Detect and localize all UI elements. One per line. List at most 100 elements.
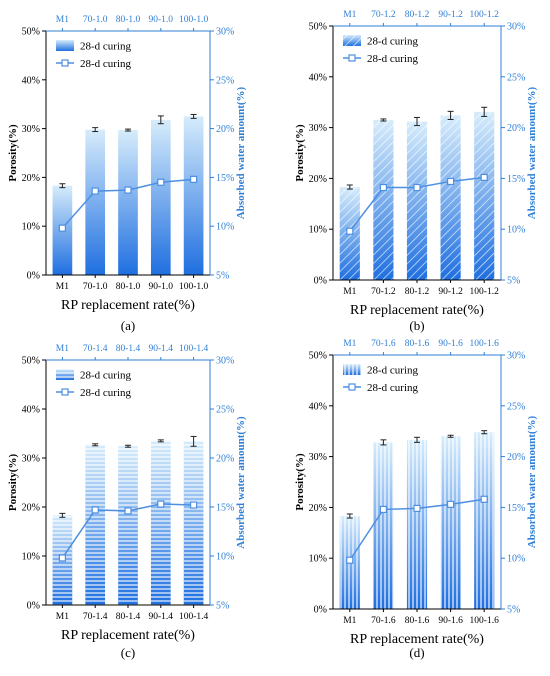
error-bar: [59, 183, 66, 189]
line-point: [124, 507, 132, 515]
right-tick-label: 5%: [507, 605, 520, 616]
error-bar: [380, 118, 387, 122]
chart-panel-a: 0% 10% 20% 30% 40% 50% 5% 10% 15% 20% 25% 30% M1 70-1…: [7, 15, 247, 333]
legend: 28-d curing 28-d curing: [343, 364, 419, 394]
left-tick-label: 40%: [22, 405, 40, 416]
category-label: 100-1.2: [470, 287, 500, 297]
error-bar: [447, 434, 454, 438]
left-tick-label: 10%: [22, 222, 40, 233]
line-point: [447, 177, 455, 186]
line-point: [480, 173, 488, 181]
legend-line-label: 28-d curing: [80, 387, 132, 399]
y-axis-title: Porosity(%): [294, 124, 306, 182]
right-tick-label: 20%: [216, 454, 234, 465]
x-axis-title: RP replacement rate(%): [61, 298, 195, 313]
right-tick-label: 15%: [507, 503, 525, 514]
left-tick-label: 20%: [309, 174, 327, 185]
category-label: 80-1.6: [405, 616, 430, 626]
bar-pattern: [474, 432, 495, 609]
bar-pattern: [150, 440, 171, 605]
right-tick-label: 10%: [507, 554, 525, 565]
line-point: [91, 187, 99, 195]
bar-pattern: [85, 444, 106, 605]
panel-label: (d): [409, 645, 424, 660]
right-tick-label: 30%: [216, 356, 234, 367]
error-bar: [380, 439, 387, 446]
category-label: 70-1.2: [371, 287, 396, 297]
error-bar: [190, 435, 197, 447]
left-tick-label: 30%: [309, 123, 327, 134]
chart-panel-c: 0% 10% 20% 30% 40% 50% 5% 10% 15% 20% 25% 30% M1 70-1…: [7, 344, 247, 660]
line-point: [379, 505, 387, 514]
line-point: [190, 501, 198, 509]
category-label: 70-1.4: [83, 612, 108, 622]
error-bar: [59, 512, 66, 518]
right-tick-label: 20%: [216, 124, 234, 135]
chart-panel-d: 0% 10% 20% 30% 40% 50% 5% 10% 15% 20% 25% 30% M1 70-1…: [294, 339, 538, 660]
line-point: [91, 506, 99, 514]
left-tick-label: 40%: [309, 72, 327, 83]
error-bar: [481, 430, 488, 435]
category-label: 100-1.6: [470, 616, 500, 626]
error-bar: [414, 436, 420, 443]
top-category-label: 70-1.0: [83, 15, 108, 25]
error-bar: [414, 116, 420, 127]
top-category-label: M1: [343, 10, 356, 20]
bar-pattern: [118, 446, 138, 605]
legend-bar-label: 28-d curing: [367, 365, 419, 377]
line-point: [157, 178, 165, 186]
error-bar: [157, 439, 164, 443]
legend-line-marker: [61, 388, 69, 396]
top-category-label: 90-1.2: [438, 10, 463, 20]
category-label: M1: [343, 287, 356, 297]
line-point: [379, 183, 387, 192]
left-tick-label: 40%: [309, 401, 327, 412]
chart-panel-b: 0% 10% 20% 30% 40% 50% 5% 10% 15% 20% 25% 30% M1 70-1…: [294, 10, 538, 333]
top-category-label: 80-1.6: [405, 339, 430, 349]
legend-bar-label: 28-d curing: [367, 36, 419, 48]
left-tick-label: 40%: [22, 75, 40, 86]
right-tick-label: 30%: [507, 22, 525, 33]
x-axis-title: RP replacement rate(%): [61, 628, 195, 643]
legend-line-label: 28-d curing: [80, 58, 132, 70]
right-tick-label: 25%: [216, 405, 234, 416]
line-point: [346, 556, 354, 564]
y2-axis-title: Absorbed water amount(%): [526, 86, 538, 219]
y-axis-title: Porosity(%): [7, 454, 19, 512]
panel-label: (a): [121, 318, 135, 333]
line-point: [413, 183, 421, 192]
category-label: 70-1.0: [83, 282, 108, 292]
error-bar: [190, 113, 197, 119]
error-bar: [346, 184, 353, 190]
category-label: 90-1.2: [438, 287, 463, 297]
top-category-label: 90-1.4: [149, 344, 174, 354]
category-label: M1: [56, 282, 69, 292]
top-category-label: 70-1.2: [371, 10, 396, 20]
bar-pattern: [474, 111, 495, 281]
left-tick-label: 50%: [22, 27, 40, 38]
error-bar: [157, 115, 164, 125]
line-point: [413, 504, 421, 513]
y2-axis-title: Absorbed water amount(%): [235, 416, 247, 549]
line-point: [124, 186, 132, 194]
top-category-label: 90-1.0: [149, 15, 174, 25]
right-tick-label: 10%: [507, 225, 525, 236]
bar: [183, 116, 204, 276]
top-category-label: 70-1.6: [371, 339, 396, 349]
top-category-label: 70-1.4: [83, 344, 108, 354]
right-tick-label: 15%: [216, 503, 234, 514]
error-bar: [92, 443, 99, 447]
top-category-label: M1: [56, 15, 69, 25]
bar: [85, 129, 106, 275]
top-category-label: M1: [343, 339, 356, 349]
panel-label: (c): [121, 645, 135, 660]
bar-pattern: [406, 121, 428, 280]
top-category-label: 100-1.6: [470, 339, 500, 349]
category-label: 80-1.0: [116, 282, 141, 292]
bar-pattern: [406, 439, 428, 609]
legend-line-marker: [348, 54, 356, 62]
top-category-label: 90-1.6: [438, 339, 463, 349]
left-tick-label: 50%: [309, 22, 327, 33]
line-point: [480, 495, 488, 503]
